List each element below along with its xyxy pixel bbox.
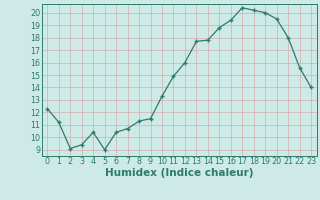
X-axis label: Humidex (Indice chaleur): Humidex (Indice chaleur) xyxy=(105,168,253,178)
